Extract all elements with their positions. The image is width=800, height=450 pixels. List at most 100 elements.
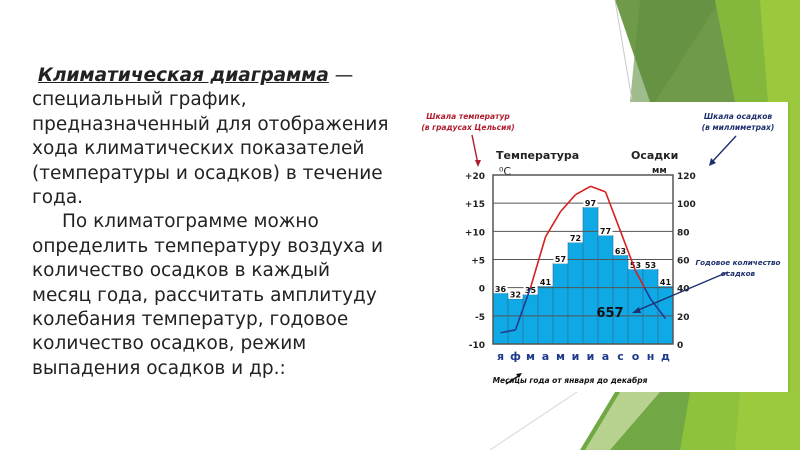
temperature-line <box>619 231 637 272</box>
precip-scale-note: (в миллиметрах) <box>702 123 775 132</box>
green-shape-top-shade <box>630 0 720 102</box>
annual-total-note: осадков <box>721 269 756 278</box>
definition-line: предназначенный для отображения <box>32 113 389 135</box>
slide-text: Климатическая диаграмма — специальный гр… <box>32 64 412 381</box>
month-label: я <box>497 350 504 363</box>
bar-value-label: 35 <box>525 286 537 295</box>
temp-axis-unit: ⁰C <box>499 165 511 178</box>
y-left-tick: +15 <box>465 200 485 210</box>
temp-scale-arrow <box>471 134 479 165</box>
y-left-tick: +10 <box>465 228 485 238</box>
usage-line: месяц года, рассчитать амплитуду <box>32 284 377 306</box>
temperature-line <box>604 191 622 232</box>
arrow-head-icon <box>709 158 716 166</box>
y-left-tick: 0 <box>479 285 485 295</box>
bar-label-bg <box>643 260 658 270</box>
bar-label-bg <box>493 284 508 294</box>
bar-value-label: 36 <box>495 285 507 294</box>
temperature-line <box>544 211 562 238</box>
arrow-head-icon <box>516 373 522 378</box>
temperature-line <box>590 185 606 193</box>
month-label: ф <box>510 350 521 363</box>
precip-bar <box>597 235 614 345</box>
month-label: с <box>617 350 624 363</box>
month-label: м <box>556 350 565 363</box>
month-label: а <box>542 350 549 363</box>
precip-bar <box>582 207 599 345</box>
usage-line: выпадения осадков и др.: <box>32 357 286 379</box>
divider-line-bottom <box>489 389 581 450</box>
precip-bar <box>657 285 674 345</box>
temperature-line <box>643 287 652 300</box>
y-left-tick: +5 <box>471 257 485 267</box>
y-left-tick: -5 <box>475 313 485 323</box>
bar-label-bg <box>553 254 568 264</box>
bar-value-label: 32 <box>510 290 521 299</box>
usage-line: количество осадков, режим <box>32 333 307 355</box>
divider-line-top <box>614 0 633 101</box>
bar-value-label: 53 <box>630 261 641 270</box>
bar-value-label: 77 <box>600 227 611 236</box>
term-climate-diagram: Климатическая диаграмма <box>37 65 329 86</box>
definition-heading: Климатическая диаграмма — <box>32 64 412 88</box>
plot-border <box>492 174 674 345</box>
usage-line: По климатограмме можно <box>62 211 319 233</box>
definition-line: хода климатических показателей <box>32 138 365 160</box>
precip-scale-arrow <box>711 135 737 163</box>
bar-label-bg <box>658 277 673 287</box>
precip-bar <box>507 298 524 345</box>
month-label: и <box>587 350 595 363</box>
green-strip-right-light <box>790 80 800 450</box>
green-shape-bottom-light <box>735 392 800 450</box>
month-label: и <box>572 350 580 363</box>
bar-label-bg <box>628 260 643 270</box>
y-right-tick: 80 <box>677 228 690 238</box>
green-shape-top-light <box>760 0 800 102</box>
usage-line: колебания температур, годовое <box>32 309 349 331</box>
y-right-tick: 100 <box>677 200 696 210</box>
dash: — <box>328 65 354 86</box>
precip-bar <box>492 293 509 345</box>
y-right-tick: 20 <box>677 313 690 323</box>
month-label: м <box>526 350 535 363</box>
annual-total-value: 657 <box>596 306 623 321</box>
y-right-tick: 60 <box>677 257 690 267</box>
precip-bar <box>537 285 554 345</box>
y-right-tick: 120 <box>677 172 696 182</box>
annual-total-arrow <box>635 271 729 312</box>
bar-label-bg <box>613 246 628 256</box>
temperature-line <box>529 236 547 288</box>
bar-label-bg <box>568 233 583 243</box>
temp-scale-note: (в градусах Цельсия) <box>421 123 514 132</box>
bar-value-label: 41 <box>660 278 672 287</box>
y-left-tick: -10 <box>469 341 485 351</box>
temp-scale-note: Шкала температур <box>426 112 510 121</box>
annual-total-note: Годовое количество <box>696 258 781 267</box>
usage-line: определить температуру воздуха и <box>32 235 384 257</box>
bar-value-label: 57 <box>555 255 566 264</box>
precip-scale-note: Шкала осадков <box>704 112 773 121</box>
month-label: н <box>647 350 655 363</box>
y-right-tick: 40 <box>677 285 690 295</box>
climate-chart: Шкала температур (в градусах Цельсия) Шк… <box>421 112 781 385</box>
temperature-line <box>649 298 667 320</box>
definition-line: специальный график, <box>32 89 247 111</box>
month-label: а <box>602 350 609 363</box>
precip-bar <box>552 263 569 345</box>
month-label: д <box>661 350 670 363</box>
bar-label-bg <box>538 277 553 287</box>
bar-label-bg <box>523 285 538 295</box>
green-shape-bottom-pale <box>585 392 660 450</box>
y-left-tick: +20 <box>465 172 485 182</box>
month-label: о <box>632 350 640 363</box>
precip-axis-title: Осадки <box>631 149 678 162</box>
months-arrow <box>505 374 521 385</box>
bar-label-bg <box>583 198 598 208</box>
arrow-head-icon <box>475 160 481 167</box>
usage-line: количество осадков в каждый <box>32 260 330 282</box>
bar-value-label: 53 <box>645 261 656 270</box>
precip-bar <box>567 242 584 345</box>
bar-value-label: 72 <box>570 234 581 243</box>
bar-value-label: 41 <box>540 278 552 287</box>
